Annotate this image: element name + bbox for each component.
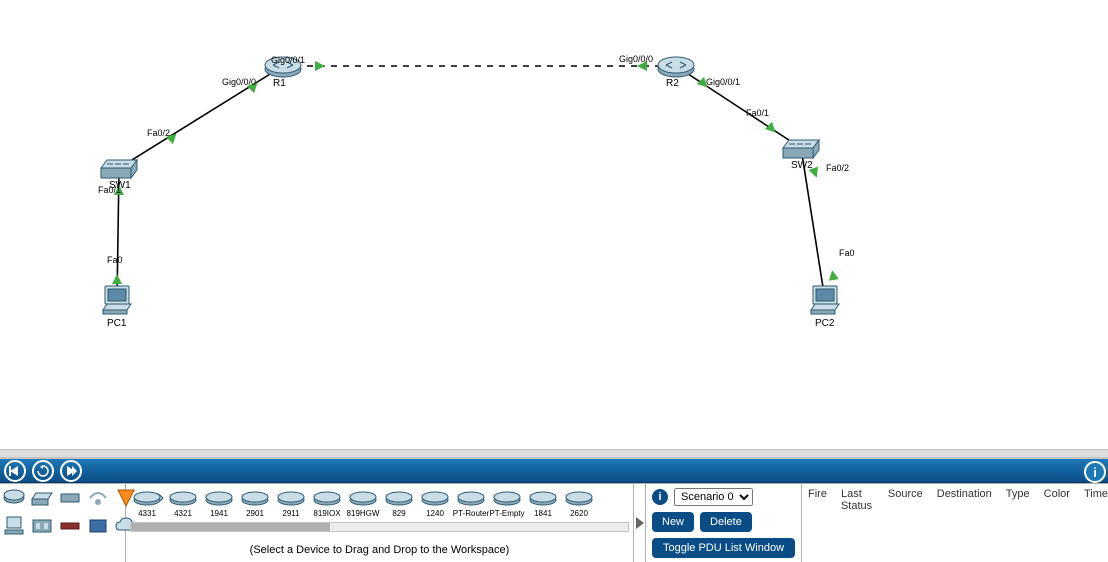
pdu-col-last-status[interactable]: Last Status	[841, 488, 874, 512]
realtime-strip: i	[0, 457, 1108, 483]
dragdrop-hint: (Select a Device to Drag and Drop to the…	[130, 544, 629, 556]
model-label: 2911	[282, 509, 299, 518]
bottom-panel: i 4331 4321 1941 2901 2911 819IOX 819HGW 829 124…	[0, 457, 1108, 561]
pdu-col-color[interactable]: Color	[1044, 488, 1070, 512]
model-1841[interactable]: 1841	[526, 488, 560, 518]
category-end-icon[interactable]	[2, 514, 26, 536]
link-sw1-r1[interactable]	[119, 66, 283, 168]
category-wireless-icon[interactable]	[86, 486, 110, 508]
port-label: Gig0/0/1	[706, 77, 740, 87]
realtime-info-icon[interactable]: i	[1084, 461, 1106, 483]
pdu-col-source[interactable]: Source	[888, 488, 923, 512]
port-label: Fa0/2	[147, 128, 170, 138]
simulation-panel: i Scenario 0 New Delete Toggle PDU List …	[646, 484, 802, 562]
model-1240[interactable]: 1240	[418, 488, 452, 518]
model-829[interactable]: 829	[382, 488, 416, 518]
router-r2[interactable]	[658, 57, 694, 77]
pdu-col-type[interactable]: Type	[1006, 488, 1030, 512]
category-router-icon[interactable]	[2, 486, 26, 508]
scenario-select[interactable]: Scenario 0	[674, 488, 753, 506]
model-label: 1941	[210, 509, 228, 518]
model-4321[interactable]: 4321	[166, 488, 200, 518]
workspace-canvas[interactable]: Fa0 Fa0/1 Fa0/2 Gig0/0/0 Gig0/0/1 Gig0/0/0 Gig…	[0, 0, 1108, 426]
pdu-col-destination[interactable]: Destination	[937, 488, 992, 512]
model-4331[interactable]: 4331	[130, 488, 164, 518]
port-label: Gig0/0/1	[271, 55, 305, 65]
pdu-col-fire[interactable]: Fire	[808, 488, 827, 512]
device-label-pc1: PC1	[107, 318, 126, 329]
port-label: Gig0/0/0	[619, 54, 653, 64]
play-button[interactable]	[60, 460, 82, 482]
model-PT-Router[interactable]: PT-Router	[454, 488, 488, 518]
model-label: 2620	[570, 509, 588, 518]
model-label: 829	[392, 509, 405, 518]
scenario-info-icon[interactable]: i	[652, 489, 668, 505]
toggle-pdu-button[interactable]: Toggle PDU List Window	[652, 538, 795, 558]
model-label: 819IOX	[313, 509, 340, 518]
model-label: PT-Router	[453, 509, 489, 518]
palette-strip: 4331 4321 1941 2901 2911 819IOX 819HGW 829 1240 P…	[0, 483, 1108, 561]
device-label-sw1: SW1	[109, 180, 131, 191]
model-819HGW[interactable]: 819HGW	[346, 488, 380, 518]
device-label-sw2: SW2	[791, 160, 813, 171]
model-label: 4321	[174, 509, 192, 518]
pdu-list-panel: Fire Last Status Source Destination Type Colo…	[802, 484, 1108, 562]
model-label: 1841	[534, 509, 552, 518]
category-switch-icon[interactable]	[30, 486, 54, 508]
switch-sw2[interactable]	[783, 140, 819, 158]
model-label: 2901	[246, 509, 264, 518]
category-misc-icon[interactable]	[86, 514, 110, 536]
port-label: Fa0	[107, 255, 123, 265]
model-label: 819HGW	[347, 509, 380, 518]
reset-button[interactable]	[32, 460, 54, 482]
pc-pc1[interactable]	[103, 286, 131, 314]
port-label: Fa0/2	[826, 163, 849, 173]
model-819IOX[interactable]: 819IOX	[310, 488, 344, 518]
category-connection-icon[interactable]	[58, 514, 82, 536]
link-status-icon	[112, 274, 122, 284]
device-models-panel: 4331 4321 1941 2901 2911 819IOX 819HGW 829 1240 P…	[126, 484, 634, 562]
model-label: 4331	[138, 509, 156, 518]
device-label-pc2: PC2	[815, 318, 834, 329]
device-category-panel	[0, 484, 126, 562]
model-1941[interactable]: 1941	[202, 488, 236, 518]
pc-pc2[interactable]	[811, 286, 839, 314]
models-scrollbar[interactable]	[130, 522, 629, 532]
model-PT-Empty[interactable]: PT-Empty	[490, 488, 524, 518]
port-label: Gig0/0/0	[222, 77, 256, 87]
link-status-icon	[765, 122, 779, 136]
model-2901[interactable]: 2901	[238, 488, 272, 518]
delete-scenario-button[interactable]: Delete	[700, 512, 752, 532]
link-status-icon	[827, 269, 839, 281]
model-2911[interactable]: 2911	[274, 488, 308, 518]
step-back-button[interactable]	[4, 460, 26, 482]
switch-sw1[interactable]	[101, 160, 137, 178]
category-component-icon[interactable]	[30, 514, 54, 536]
port-label: Fa0/1	[746, 108, 769, 118]
device-label-r1: R1	[273, 78, 286, 89]
port-label: Fa0	[839, 248, 855, 258]
pdu-col-time[interactable]: Time	[1084, 488, 1108, 512]
topology-svg	[0, 0, 1108, 426]
link-status-icon	[315, 61, 325, 71]
category-hub-icon[interactable]	[58, 486, 82, 508]
new-scenario-button[interactable]: New	[652, 512, 694, 532]
model-label: 1240	[426, 509, 444, 518]
separator	[0, 449, 1108, 457]
model-2620[interactable]: 2620	[562, 488, 596, 518]
model-label: PT-Empty	[489, 509, 524, 518]
expand-arrow[interactable]	[634, 484, 646, 562]
device-label-r2: R2	[666, 78, 679, 89]
